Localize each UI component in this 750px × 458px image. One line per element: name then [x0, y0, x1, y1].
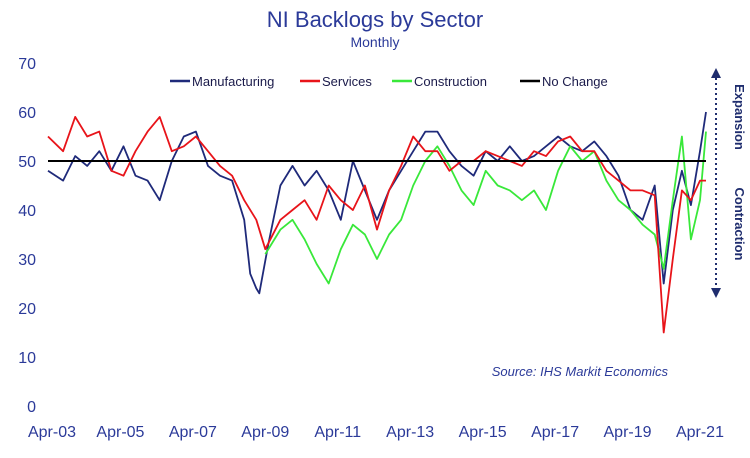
up-arrow-icon [711, 68, 721, 78]
y-tick-label: 50 [18, 154, 36, 171]
down-arrow-icon [711, 288, 721, 298]
y-tick-label: 60 [18, 105, 36, 122]
x-tick-label: Apr-17 [531, 424, 579, 441]
x-tick-label: Apr-21 [676, 424, 724, 441]
x-tick-label: Apr-11 [314, 424, 361, 441]
legend: Manufacturing Services Construction No Chan… [170, 74, 608, 89]
chart-subtitle: Monthly [350, 34, 399, 50]
series-layer [47, 111, 707, 334]
expansion-contraction-indicator: Expansion Contraction [711, 68, 747, 298]
x-tick-label: Apr-07 [169, 424, 217, 441]
y-tick-label: 30 [18, 252, 36, 269]
legend-label: Services [322, 74, 372, 89]
legend-label: Manufacturing [192, 74, 274, 89]
x-tick-label: Apr-05 [96, 424, 144, 441]
source-note: Source: IHS Markit Economics [492, 364, 669, 379]
legend-label: Construction [414, 74, 487, 89]
series-line-construction [264, 131, 707, 285]
x-axis: Apr-03 Apr-05 Apr-07 Apr-09 Apr-11 Apr-13 Apr-… [28, 424, 724, 441]
legend-label: No Change [542, 74, 608, 89]
series-line-services [47, 116, 706, 334]
y-tick-label: 10 [18, 350, 36, 367]
x-tick-label: Apr-19 [604, 424, 652, 441]
contraction-label: Contraction [732, 188, 747, 261]
x-tick-label: Apr-15 [459, 424, 507, 441]
y-tick-label: 40 [18, 203, 36, 220]
x-tick-label: Apr-09 [241, 424, 289, 441]
series-line-manufacturing [47, 111, 707, 295]
y-axis: 0 10 20 30 40 50 60 70 [18, 56, 36, 416]
x-tick-label: Apr-13 [386, 424, 434, 441]
chart-title: NI Backlogs by Sector [267, 7, 483, 32]
y-tick-label: 0 [27, 399, 36, 416]
y-tick-label: 70 [18, 56, 36, 73]
y-tick-label: 20 [18, 301, 36, 318]
expansion-label: Expansion [732, 84, 747, 150]
x-tick-label: Apr-03 [28, 424, 76, 441]
